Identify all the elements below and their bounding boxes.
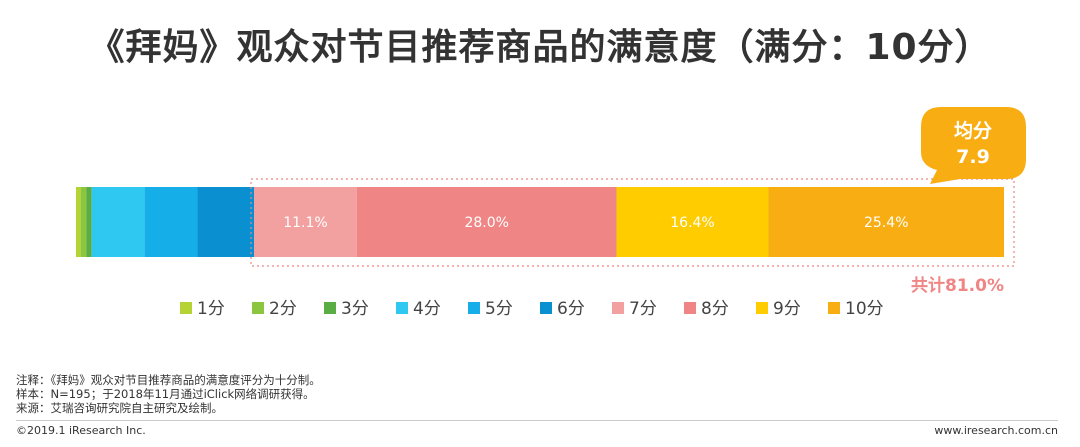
- legend-swatch-3: [324, 302, 336, 314]
- bar-segment-9: [616, 187, 769, 257]
- bar-segment-3: [86, 187, 92, 257]
- footer-notes: 注释：《拜妈》观众对节目推荐商品的满意度评分为十分制。 样本：N=195；于20…: [16, 373, 321, 415]
- legend-label-3: 3分: [341, 299, 369, 319]
- bar-segment-8: [356, 187, 617, 257]
- legend-swatch-2: [252, 302, 264, 314]
- legend-swatch-5: [468, 302, 480, 314]
- satisfaction-chart: 均分 7.9 共计81.0% 11.1% 28.0% 16.4% 25.4% 1分 2分…: [76, 107, 1026, 319]
- bar-segment-1: [76, 187, 81, 257]
- footer-source: 来源：艾瑞咨询研究院自主研究及绘制。: [16, 401, 223, 415]
- data-label-8: 28.0%: [464, 215, 508, 231]
- badge-value: 7.9: [956, 146, 990, 168]
- legend-label-10: 10分: [845, 299, 884, 319]
- legend-swatch-1: [180, 302, 192, 314]
- stacked-bar: [76, 187, 1004, 257]
- website: www.iresearch.com.cn: [934, 424, 1058, 437]
- bar-segment-5: [144, 187, 198, 257]
- legend-label-5: 5分: [485, 299, 513, 319]
- data-label-9: 16.4%: [670, 215, 714, 231]
- legend-swatch-4: [396, 302, 408, 314]
- legend-label-7: 7分: [629, 299, 657, 319]
- bar-segment-4: [91, 187, 145, 257]
- bar-segment-2: [80, 187, 87, 257]
- legend-swatch-7: [612, 302, 624, 314]
- highlight-total: 共计81.0%: [911, 275, 1004, 296]
- copyright: ©2019.1 iResearch Inc.: [16, 424, 146, 437]
- footer-note: 注释：《拜妈》观众对节目推荐商品的满意度评分为十分制。: [16, 373, 321, 387]
- legend-label-2: 2分: [269, 299, 297, 319]
- legend-label-4: 4分: [413, 299, 441, 319]
- legend: 1分 2分 3分 4分 5分 6分 7分 8分 9分 10分: [180, 299, 884, 319]
- badge-shape: [921, 107, 1026, 184]
- footer-divider: [16, 420, 1058, 421]
- data-labels: 11.1% 28.0% 16.4% 25.4%: [283, 215, 908, 231]
- legend-swatch-6: [540, 302, 552, 314]
- data-label-7: 11.1%: [283, 215, 327, 231]
- legend-label-8: 8分: [701, 299, 729, 319]
- average-badge: 均分 7.9: [921, 107, 1026, 184]
- legend-swatch-10: [828, 302, 840, 314]
- data-label-10: 25.4%: [864, 215, 908, 231]
- highlight-box: [250, 178, 1015, 267]
- bar-segment-6: [197, 187, 254, 257]
- legend-swatch-9: [756, 302, 768, 314]
- bar-segment-10: [768, 187, 1004, 257]
- legend-swatch-8: [684, 302, 696, 314]
- badge-label: 均分: [954, 119, 992, 142]
- legend-label-9: 9分: [773, 299, 801, 319]
- bar-segment-7: [253, 187, 357, 257]
- footer-sample: 样本：N=195；于2018年11月通过iClick网络调研获得。: [16, 387, 315, 401]
- legend-label-1: 1分: [197, 299, 225, 319]
- legend-label-6: 6分: [557, 299, 585, 319]
- chart-title: 《拜妈》观众对节目推荐商品的满意度（满分：10分）: [88, 27, 992, 68]
